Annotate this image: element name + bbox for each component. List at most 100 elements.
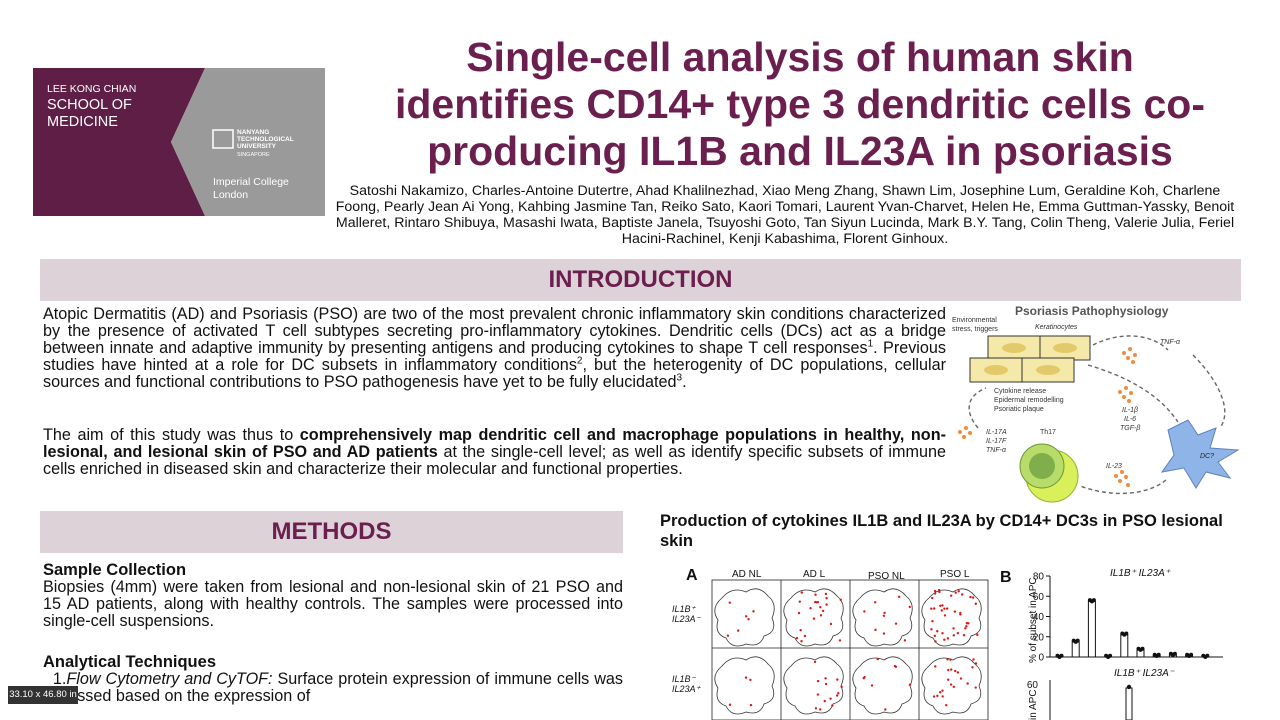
author-list: Satoshi Nakamizo, Charles-Antoine Dutert…: [335, 183, 1235, 247]
umap-cell-dot: [799, 628, 802, 632]
umap-cell-dot: [874, 601, 877, 604]
umap-cell-dot: [943, 614, 947, 617]
diagram-il17f: IL-17F: [986, 438, 1007, 445]
diagram-dc: DC?: [1200, 453, 1214, 460]
umap-cell-dot: [962, 634, 966, 637]
panel-a-umaps: [714, 588, 982, 715]
umap-cell-dot: [965, 622, 969, 625]
panel-b-point: [1059, 653, 1064, 658]
ref-1: 1: [867, 338, 874, 350]
umap-cell-dot: [952, 634, 956, 637]
school-logo: LEE KONG CHIAN SCHOOL OF MEDICINE NANYAN…: [33, 68, 325, 216]
umap-cell-dot: [932, 695, 936, 698]
umap-outline: [852, 656, 913, 715]
umap-cell-dot: [943, 607, 946, 610]
umap-cell-dot: [894, 622, 898, 625]
panel-b2-bar: [1125, 687, 1133, 720]
umap-cell-dot: [956, 671, 960, 674]
intro-paragraph-1: Atopic Dermatitis (AD) and Psoriasis (PS…: [43, 306, 946, 391]
umap-cell-dot: [884, 708, 887, 711]
ref-2: 2: [576, 355, 583, 367]
panel-a-row2-l2: IL23A⁺: [672, 684, 702, 694]
umap-cell-dot: [954, 591, 957, 594]
umap-cell-dot: [971, 596, 975, 599]
panel-b-ylabel: % of subset in APC: [1028, 577, 1039, 663]
panel-b-point: [1156, 652, 1161, 657]
cytokine-dots-1: [958, 347, 1137, 487]
panel-a-row2-l1: IL1B⁻: [672, 674, 697, 684]
umap-cell-dot: [835, 694, 839, 697]
umap-outline: [714, 588, 775, 647]
title-line3: producing IL1B and IL23A in psoriasis: [427, 128, 1173, 174]
panel-b-point: [1205, 653, 1210, 658]
umap-cell-dot: [930, 607, 933, 610]
diagram-il6: IL-6: [1124, 416, 1136, 423]
umap-cell-dot: [829, 697, 832, 700]
analytical-rest: Surface protein expression of immune cel…: [43, 670, 623, 705]
panel-b-ylabel-2: in APC: [1028, 689, 1039, 720]
umap-cell-dot: [938, 588, 941, 592]
intro-paragraph-2: The aim of this study was thus to compre…: [43, 427, 946, 478]
umap-cell-dot: [956, 631, 960, 635]
panel-b-barchart: B IL1B⁺ IL23A⁺ IL1B⁺ IL23A⁻ % of subset …: [1000, 568, 1223, 720]
panel-b-tick-label: 20: [1033, 632, 1045, 643]
diagram-th17: Th17: [1040, 429, 1056, 436]
umap-cell-dot: [825, 597, 828, 600]
umap-cell-dot: [947, 668, 950, 672]
panel-b-point: [1124, 631, 1129, 636]
logo-school-line3: MEDICINE: [47, 114, 118, 130]
diagram-arrows: [968, 335, 1226, 495]
ntu-line4: SINGAPORE: [237, 152, 270, 158]
umap-cell-dot: [971, 666, 974, 669]
umap-cell-dot: [945, 703, 948, 707]
umap-outline: [921, 588, 982, 647]
umap-cell-dot: [945, 607, 949, 610]
umap-cell-dot: [950, 668, 953, 671]
umap-cell-dot: [974, 602, 978, 605]
panel-a-umap-grid: A AD NL AD L PSO NL PSO L IL1B⁺ IL23A⁻ I…: [672, 567, 989, 720]
umap-cell-dot: [749, 703, 753, 707]
panel-b-tick-label: 60: [1033, 592, 1045, 603]
diagram-tgfb: TGF-β: [1120, 425, 1140, 432]
panel-b-bar: [1071, 641, 1080, 658]
diagram-env-2: stress, triggers: [952, 326, 998, 333]
umap-cell-dot: [882, 632, 886, 635]
umap-cell-dot: [819, 708, 822, 711]
umap-cell-dot: [823, 699, 826, 703]
umap-cell-dot: [931, 596, 934, 600]
umap-cell-dot: [930, 628, 933, 631]
umap-cell-dot: [749, 678, 752, 682]
intro-p1-a: Atopic Dermatitis (AD) and Psoriasis (PS…: [43, 305, 946, 357]
panel-a-grid: [711, 579, 989, 720]
umap-cell-dot: [728, 703, 732, 706]
umap-cell-dot: [836, 678, 839, 681]
umap-cell-dot: [966, 682, 969, 685]
umap-cell-dot: [931, 620, 934, 623]
imperial-line2: London: [213, 189, 248, 201]
umap-cell-dot: [824, 682, 828, 686]
logo-school-line2: SCHOOL OF: [47, 97, 132, 113]
umap-cell-dot: [933, 592, 937, 595]
umap-cell-dot: [949, 594, 953, 597]
panel-b-bars: [1055, 598, 1210, 659]
umap-cell-dot: [974, 662, 978, 665]
umap-cell-dot: [863, 610, 866, 613]
umap-cell-dot: [934, 665, 937, 668]
umap-cell-dot: [952, 627, 955, 630]
umap-cell-dot: [803, 634, 807, 638]
umap-cell-dot: [941, 689, 944, 692]
diagram-tnfa2: TNF-α: [986, 447, 1007, 454]
umap-cell-dot: [726, 634, 730, 637]
umap-cell-dot: [936, 630, 939, 633]
umap-cell-dot: [952, 685, 956, 688]
umap-cell-dot: [946, 637, 950, 640]
diagram-cyt-1: Cytokine release: [994, 388, 1046, 395]
panel-a-label: A: [686, 567, 698, 584]
sample-collection-heading: Sample Collection: [43, 561, 187, 579]
panel-b-label: B: [1000, 569, 1012, 586]
umap-cell-dot: [821, 609, 825, 613]
umap-cell-dot: [819, 605, 822, 609]
poster-title: Single-cell analysis of human skin ident…: [330, 34, 1270, 175]
umap-cell-dot: [819, 614, 823, 617]
umap-outline: [921, 656, 982, 715]
